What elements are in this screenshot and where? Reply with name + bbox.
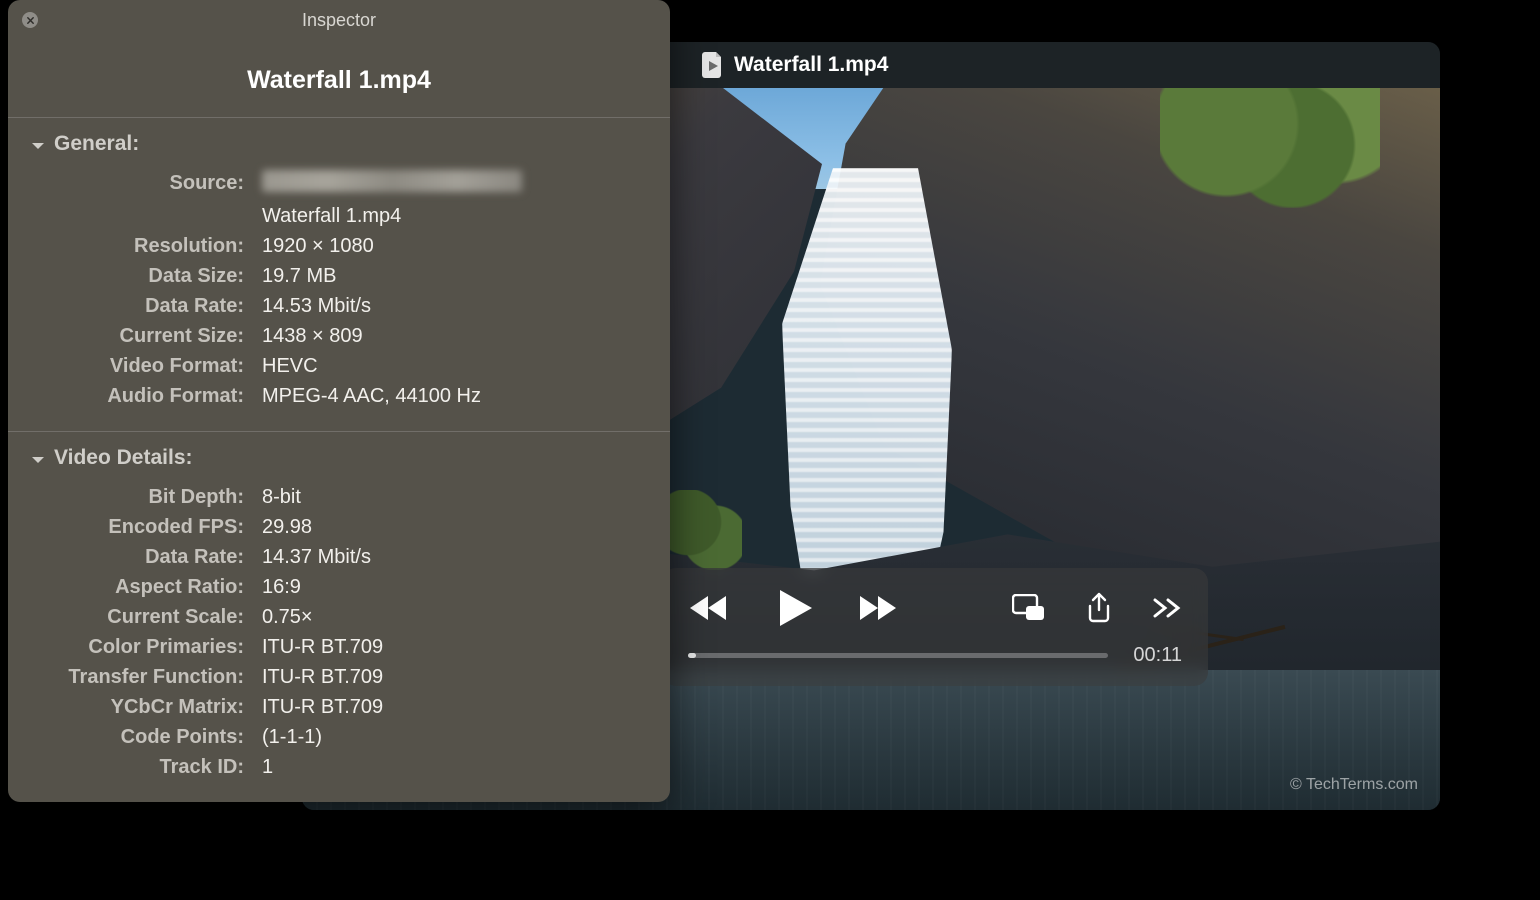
inspector-header[interactable]: Inspector xyxy=(8,0,670,40)
inspector-window: Inspector Waterfall 1.mp4 General: Sourc… xyxy=(8,0,670,802)
document-proxy[interactable]: Waterfall 1.mp4 xyxy=(702,52,888,78)
source-path-blurred xyxy=(262,170,522,192)
row-data-rate: Data Rate: 14.53 Mbit/s xyxy=(30,293,648,320)
label-encoded-fps: Encoded FPS: xyxy=(30,514,262,541)
value-bit-depth: 8-bit xyxy=(262,484,648,511)
scrubber-track[interactable] xyxy=(688,653,1108,658)
row-video-format: Video Format: HEVC xyxy=(30,353,648,380)
chevron-down-icon xyxy=(30,450,46,466)
video-file-icon xyxy=(702,52,724,78)
row-source-filename: Waterfall 1.mp4 xyxy=(30,203,648,230)
label-current-size: Current Size: xyxy=(30,323,262,350)
section-general-header[interactable]: General: xyxy=(30,132,648,156)
close-button[interactable] xyxy=(22,12,38,28)
label-data-rate: Data Rate: xyxy=(30,293,262,320)
value-current-size: 1438 × 809 xyxy=(262,323,648,350)
share-button[interactable] xyxy=(1086,592,1112,624)
time-remaining: 00:11 xyxy=(1126,644,1182,667)
value-track-id: 1 xyxy=(262,754,648,781)
section-general: General: Source: Waterfall 1.mp4 Resolut… xyxy=(8,118,670,431)
label-current-scale: Current Scale: xyxy=(30,604,262,631)
label-empty xyxy=(30,203,262,230)
more-controls-button[interactable] xyxy=(1152,597,1182,619)
row-track-id: Track ID: 1 xyxy=(30,754,648,781)
label-code-points: Code Points: xyxy=(30,724,262,751)
value-transfer-function: ITU-R BT.709 xyxy=(262,664,648,691)
value-resolution: 1920 × 1080 xyxy=(262,233,648,260)
rewind-button[interactable] xyxy=(688,592,732,624)
label-aspect-ratio: Aspect Ratio: xyxy=(30,574,262,601)
scene-foliage xyxy=(1160,88,1380,208)
row-data-size: Data Size: 19.7 MB xyxy=(30,263,648,290)
inspector-file-title: Waterfall 1.mp4 xyxy=(8,40,670,117)
value-video-format: HEVC xyxy=(262,353,648,380)
player-title: Waterfall 1.mp4 xyxy=(734,53,888,77)
value-current-scale: 0.75× xyxy=(262,604,648,631)
inspector-window-title: Inspector xyxy=(302,10,376,30)
picture-in-picture-button[interactable] xyxy=(1012,594,1046,622)
label-track-id: Track ID: xyxy=(30,754,262,781)
play-button[interactable] xyxy=(772,586,816,630)
row-encoded-fps: Encoded FPS: 29.98 xyxy=(30,514,648,541)
section-video-details: Video Details: Bit Depth: 8-bit Encoded … xyxy=(8,432,670,802)
label-audio-format: Audio Format: xyxy=(30,383,262,410)
row-aspect-ratio: Aspect Ratio: 16:9 xyxy=(30,574,648,601)
label-data-size: Data Size: xyxy=(30,263,262,290)
value-audio-format: MPEG-4 AAC, 44100 Hz xyxy=(262,383,648,410)
row-audio-format: Audio Format: MPEG-4 AAC, 44100 Hz xyxy=(30,383,648,410)
value-data-rate: 14.53 Mbit/s xyxy=(262,293,648,320)
value-code-points: (1-1-1) xyxy=(262,724,648,751)
fast-forward-button[interactable] xyxy=(856,592,900,624)
value-data-size: 19.7 MB xyxy=(262,263,648,290)
value-source-filename: Waterfall 1.mp4 xyxy=(262,203,648,230)
label-source: Source: xyxy=(30,170,262,200)
watermark-text: © TechTerms.com xyxy=(1290,776,1418,794)
row-vid-data-rate: Data Rate: 14.37 Mbit/s xyxy=(30,544,648,571)
row-transfer-function: Transfer Function: ITU-R BT.709 xyxy=(30,664,648,691)
row-code-points: Code Points: (1-1-1) xyxy=(30,724,648,751)
value-encoded-fps: 29.98 xyxy=(262,514,648,541)
label-bit-depth: Bit Depth: xyxy=(30,484,262,511)
label-ycbcr-matrix: YCbCr Matrix: xyxy=(30,694,262,721)
row-bit-depth: Bit Depth: 8-bit xyxy=(30,484,648,511)
label-transfer-function: Transfer Function: xyxy=(30,664,262,691)
value-aspect-ratio: 16:9 xyxy=(262,574,648,601)
row-color-primaries: Color Primaries: ITU-R BT.709 xyxy=(30,634,648,661)
value-vid-data-rate: 14.37 Mbit/s xyxy=(262,544,648,571)
timeline: 00:11 xyxy=(688,644,1182,667)
value-color-primaries: ITU-R BT.709 xyxy=(262,634,648,661)
chevron-down-icon xyxy=(30,136,46,152)
section-video-header[interactable]: Video Details: xyxy=(30,446,648,470)
section-general-heading: General: xyxy=(54,132,139,156)
row-ycbcr-matrix: YCbCr Matrix: ITU-R BT.709 xyxy=(30,694,648,721)
row-current-size: Current Size: 1438 × 809 xyxy=(30,323,648,350)
scrubber-fill xyxy=(688,653,696,658)
section-video-heading: Video Details: xyxy=(54,446,193,470)
label-resolution: Resolution: xyxy=(30,233,262,260)
playback-controls: 00:11 xyxy=(662,568,1208,686)
label-vid-data-rate: Data Rate: xyxy=(30,544,262,571)
value-ycbcr-matrix: ITU-R BT.709 xyxy=(262,694,648,721)
label-video-format: Video Format: xyxy=(30,353,262,380)
label-color-primaries: Color Primaries: xyxy=(30,634,262,661)
row-resolution: Resolution: 1920 × 1080 xyxy=(30,233,648,260)
row-current-scale: Current Scale: 0.75× xyxy=(30,604,648,631)
row-source: Source: xyxy=(30,170,648,200)
